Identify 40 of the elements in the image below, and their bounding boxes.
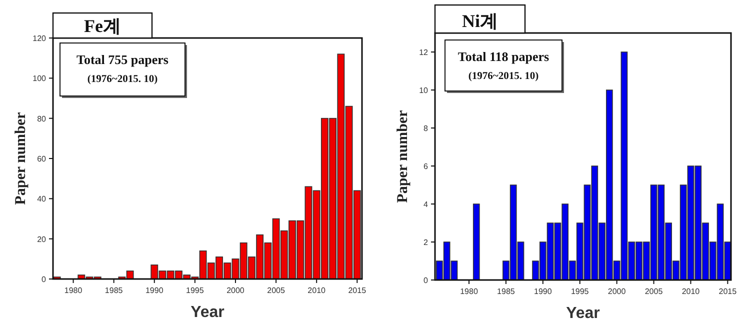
y-tick-label: 60 <box>37 154 47 164</box>
x-axis-title: Year <box>190 304 224 321</box>
annotation: (1976~2015. 10) <box>87 74 158 85</box>
x-tick-label: 1995 <box>570 287 590 296</box>
y-axis-title: Paper number <box>395 110 411 203</box>
y-tick-label: 4 <box>424 200 429 209</box>
x-tick-label: 1980 <box>64 286 83 295</box>
x-tick-label: 1990 <box>534 287 552 296</box>
x-tick-label: 1990 <box>145 286 164 295</box>
x-tick-label: 1995 <box>186 286 204 295</box>
y-tick-label: 40 <box>37 194 47 204</box>
x-tick-label: 2005 <box>644 287 664 296</box>
y-tick-label: 10 <box>419 86 429 95</box>
y-tick-label: 80 <box>37 114 47 124</box>
annotation: Total 755 papers <box>76 52 168 67</box>
x-tick-label: 1985 <box>497 287 516 296</box>
y-tick-label: 0 <box>424 276 429 285</box>
x-axis-title: Year <box>566 305 600 322</box>
x-tick-label: 2010 <box>682 287 700 296</box>
y-tick-label: 120 <box>32 34 47 43</box>
x-tick-label: 2005 <box>267 286 286 295</box>
y-tick-label: 0 <box>42 275 47 284</box>
x-tick-label: 1980 <box>460 287 478 296</box>
chart-title: Fe계 <box>84 16 121 36</box>
x-tick-label: 1985 <box>104 286 124 295</box>
y-tick-label: 6 <box>424 162 429 171</box>
y-tick-label: 8 <box>424 124 429 133</box>
y-tick-label: 20 <box>37 234 47 244</box>
x-tick-label: 2015 <box>348 286 367 295</box>
annotation: Total 118 papers <box>458 49 550 64</box>
chart-title: Ni계 <box>462 11 498 31</box>
x-tick-label: 2000 <box>608 287 626 296</box>
y-tick-label: 12 <box>419 48 429 57</box>
annotation: (1976~2015. 10) <box>468 71 540 82</box>
x-tick-label: 2000 <box>226 286 245 295</box>
y-tick-label: 100 <box>32 74 47 84</box>
x-tick-label: 2015 <box>718 287 738 296</box>
x-tick-label: 2010 <box>308 286 326 295</box>
y-tick-label: 2 <box>424 238 429 247</box>
y-axis-title: Paper number <box>13 112 29 205</box>
